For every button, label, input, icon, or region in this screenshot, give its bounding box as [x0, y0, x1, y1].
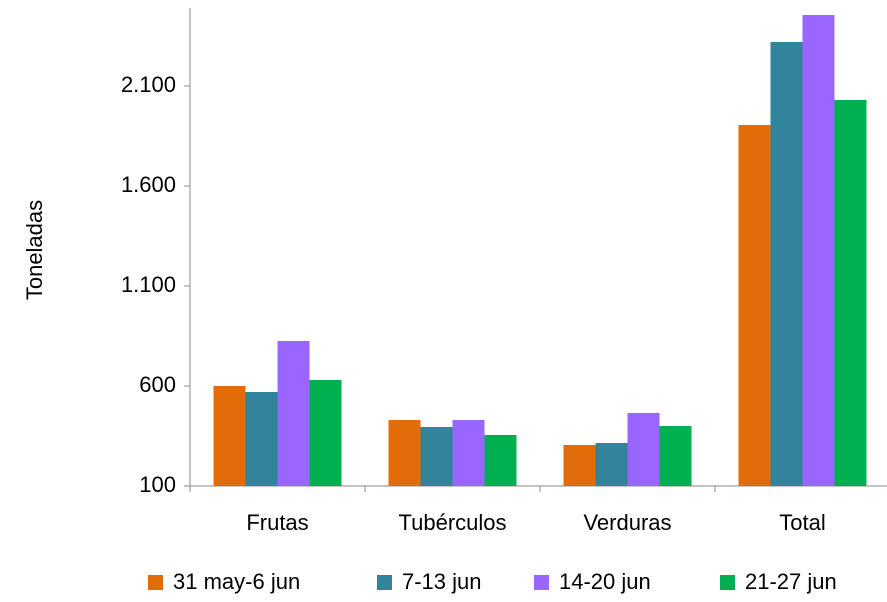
bar	[834, 100, 867, 486]
bar	[277, 341, 310, 486]
bar	[770, 42, 803, 486]
bar	[802, 15, 835, 486]
y-tick-label: 100	[139, 472, 176, 497]
legend-label: 31 may-6 jun	[173, 569, 300, 594]
x-tick-label: Frutas	[246, 510, 308, 535]
bar	[738, 125, 771, 486]
legend-swatch	[377, 575, 392, 590]
bar	[484, 435, 517, 486]
bar	[627, 413, 660, 486]
legend-label: 21-27 jun	[745, 569, 837, 594]
y-tick-label: 1.600	[121, 172, 176, 197]
legend-swatch	[148, 575, 163, 590]
bar	[452, 420, 485, 486]
bar	[309, 380, 342, 486]
bar	[659, 426, 692, 486]
bar	[213, 386, 246, 486]
x-tick-label: Total	[779, 510, 825, 535]
x-tick-label: Verduras	[583, 510, 671, 535]
bar	[563, 445, 596, 486]
legend-label: 7-13 jun	[402, 569, 482, 594]
x-tick-label: Tubérculos	[398, 510, 506, 535]
legend-swatch	[720, 575, 735, 590]
bar	[388, 420, 421, 486]
y-tick-label: 2.100	[121, 72, 176, 97]
legend-label: 14-20 jun	[559, 569, 651, 594]
y-tick-label: 600	[139, 372, 176, 397]
y-axis-label: Toneladas	[22, 200, 47, 300]
bar	[595, 443, 628, 486]
bar	[420, 427, 453, 486]
bar	[245, 392, 278, 486]
y-tick-label: 1.100	[121, 272, 176, 297]
legend-swatch	[534, 575, 549, 590]
